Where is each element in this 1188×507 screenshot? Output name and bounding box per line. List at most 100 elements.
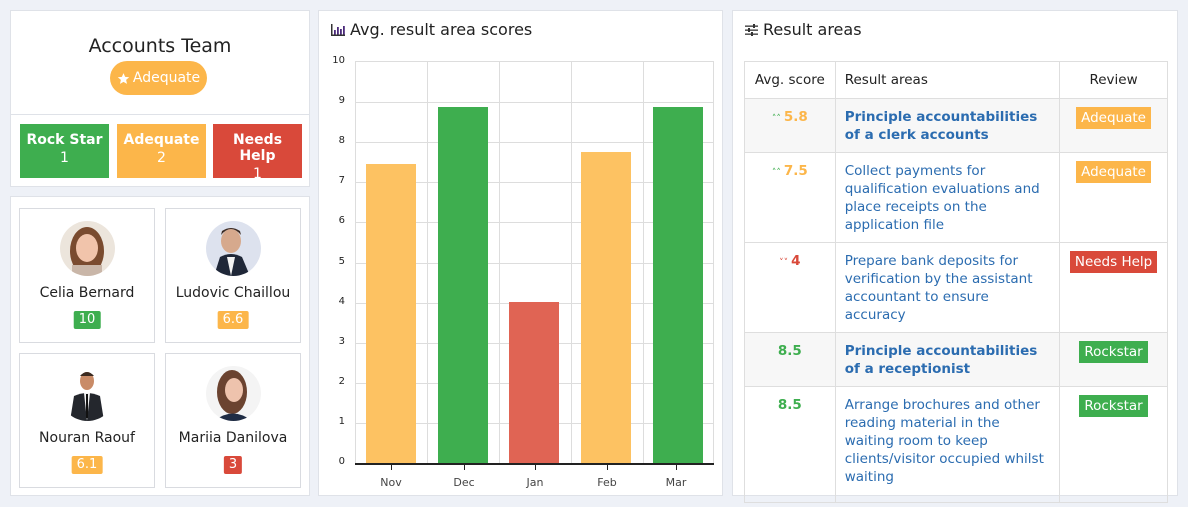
table-row: 8.5 Principle accountabilities of a rece… [744, 332, 1168, 387]
stat-rock-star[interactable]: Rock Star 1 [20, 124, 109, 178]
member-score-badge: 3 [223, 456, 243, 474]
x-tick-mark [607, 465, 608, 470]
y-tick: 7 [338, 175, 345, 186]
gridline [571, 62, 572, 463]
divider [11, 114, 309, 115]
review-cell: Adequate [1059, 152, 1168, 243]
x-tick-label: Feb [597, 476, 617, 489]
team-members-panel: Celia Bernard 10 Ludovic Chaillou 6.6 No… [10, 196, 310, 496]
table-row: 8.5 Arrange brochures and other reading … [744, 386, 1168, 503]
result-area-link[interactable]: Prepare bank deposits for verification b… [834, 242, 1061, 333]
member-card-celia-bernard[interactable]: Celia Bernard 10 [19, 208, 155, 343]
gridline [356, 222, 713, 223]
review-cell: Rockstar [1059, 386, 1168, 503]
member-card-mariia-danilova[interactable]: Mariia Danilova 3 [165, 353, 301, 488]
gridline [499, 62, 500, 463]
result-area-link[interactable]: Principle accountabilities of a receptio… [834, 332, 1061, 387]
review-badge: Adequate [1076, 107, 1151, 129]
gridline [427, 62, 428, 463]
x-tick-label: Dec [453, 476, 475, 489]
member-score-badge: 6.6 [217, 311, 249, 329]
x-tick-mark [391, 465, 392, 470]
x-tick-label: Nov [380, 476, 402, 489]
avatar [60, 366, 115, 421]
avg-scores-chart-panel: Avg. result area scores 10 9 8 7 6 5 4 3… [318, 10, 723, 496]
column-header-review[interactable]: Review [1059, 61, 1168, 99]
stat-adequate[interactable]: Adequate 2 [117, 124, 206, 178]
team-rating-badge: Adequate [110, 61, 207, 95]
bar-nov[interactable] [366, 164, 416, 463]
gridline [356, 263, 713, 264]
avg-score-cell: ˄˄ 7.5 [744, 152, 836, 243]
avg-score-cell: 8.5 [744, 386, 836, 503]
stat-label: Rock Star [26, 132, 103, 148]
y-tick: 3 [338, 336, 345, 347]
review-badge: Needs Help [1069, 251, 1158, 273]
result-areas-title-text: Result areas [763, 20, 862, 39]
y-tick: 1 [338, 416, 345, 427]
y-tick: 2 [338, 376, 345, 387]
result-areas-title: Result areas [745, 20, 862, 39]
gridline [356, 102, 713, 103]
member-card-nouran-raouf[interactable]: Nouran Raouf 6.1 [19, 353, 155, 488]
y-tick: 4 [338, 296, 345, 307]
avg-score-cell: ˄˄ 5.8 [744, 98, 836, 153]
column-header-result-areas[interactable]: Result areas [834, 61, 1061, 99]
x-tick-mark [676, 465, 677, 470]
y-tick: 10 [332, 55, 345, 66]
chart-title-text: Avg. result area scores [350, 20, 533, 39]
avatar [206, 366, 261, 421]
table-row: ˅˅ 4 Prepare bank deposits for verificati… [744, 242, 1168, 333]
result-area-link[interactable]: Collect payments for qualification evalu… [834, 152, 1061, 243]
star-icon [117, 72, 130, 84]
avg-score-cell: 8.5 [744, 332, 836, 387]
bar-jan[interactable] [509, 302, 559, 463]
result-area-link[interactable]: Principle accountabilities of a clerk ac… [834, 98, 1061, 153]
review-cell: Adequate [1059, 98, 1168, 153]
y-tick: 0 [338, 456, 345, 467]
stat-count: 1 [253, 166, 262, 182]
trend-up-icon: ˄˄ [771, 114, 781, 124]
gridline [643, 62, 644, 463]
result-area-link[interactable]: Arrange brochures and other reading mate… [834, 386, 1061, 503]
table-header-row: Avg. score Result areas Review [744, 61, 1168, 99]
gridline [356, 142, 713, 143]
column-header-avg-score[interactable]: Avg. score [744, 61, 836, 99]
y-tick: 6 [338, 215, 345, 226]
bar-mar[interactable] [653, 107, 703, 463]
chart-plot-area [355, 61, 714, 463]
bar-feb[interactable] [581, 152, 631, 463]
member-score-badge: 10 [73, 311, 101, 329]
member-score-badge: 6.1 [71, 456, 103, 474]
avatar [60, 221, 115, 276]
chart-title: Avg. result area scores [331, 20, 532, 39]
x-tick-mark [535, 465, 536, 470]
score-value: 4 [791, 253, 801, 269]
team-title: Accounts Team [88, 35, 232, 57]
review-badge: Rockstar [1079, 395, 1148, 417]
member-name: Mariia Danilova [178, 430, 288, 446]
member-name: Celia Bernard [39, 285, 135, 301]
review-badge: Adequate [1076, 161, 1151, 183]
score-value: 8.5 [777, 397, 802, 413]
bar-chart-icon [331, 23, 345, 36]
stat-count: 1 [60, 150, 69, 166]
result-areas-panel: Result areas Avg. score Result areas Rev… [732, 10, 1178, 503]
y-tick: 9 [338, 95, 345, 106]
table-row: ˄˄ 7.5 Collect payments for qualification… [744, 152, 1168, 243]
stat-label: Needs Help [232, 132, 283, 164]
trend-down-icon: ˅˅ [779, 258, 789, 268]
y-tick: 5 [338, 256, 345, 267]
review-cell: Rockstar [1059, 332, 1168, 387]
table-row: ˄˄ 5.8 Principle accountabilities of a cl… [744, 98, 1168, 153]
stat-needs-help[interactable]: Needs Help 1 [213, 124, 302, 182]
stat-count: 2 [157, 150, 166, 166]
bar-dec[interactable] [438, 107, 488, 463]
member-card-ludovic-chaillou[interactable]: Ludovic Chaillou 6.6 [165, 208, 301, 343]
member-name: Nouran Raouf [39, 430, 135, 446]
x-tick-label: Jan [526, 476, 544, 489]
result-areas-table: Avg. score Result areas Review ˄˄ 5.8 Pri… [744, 61, 1168, 503]
avg-score-cell: ˅˅ 4 [744, 242, 836, 333]
team-summary-panel: Accounts Team Adequate Rock Star 1 Adequ… [10, 10, 310, 187]
x-axis [355, 463, 714, 465]
